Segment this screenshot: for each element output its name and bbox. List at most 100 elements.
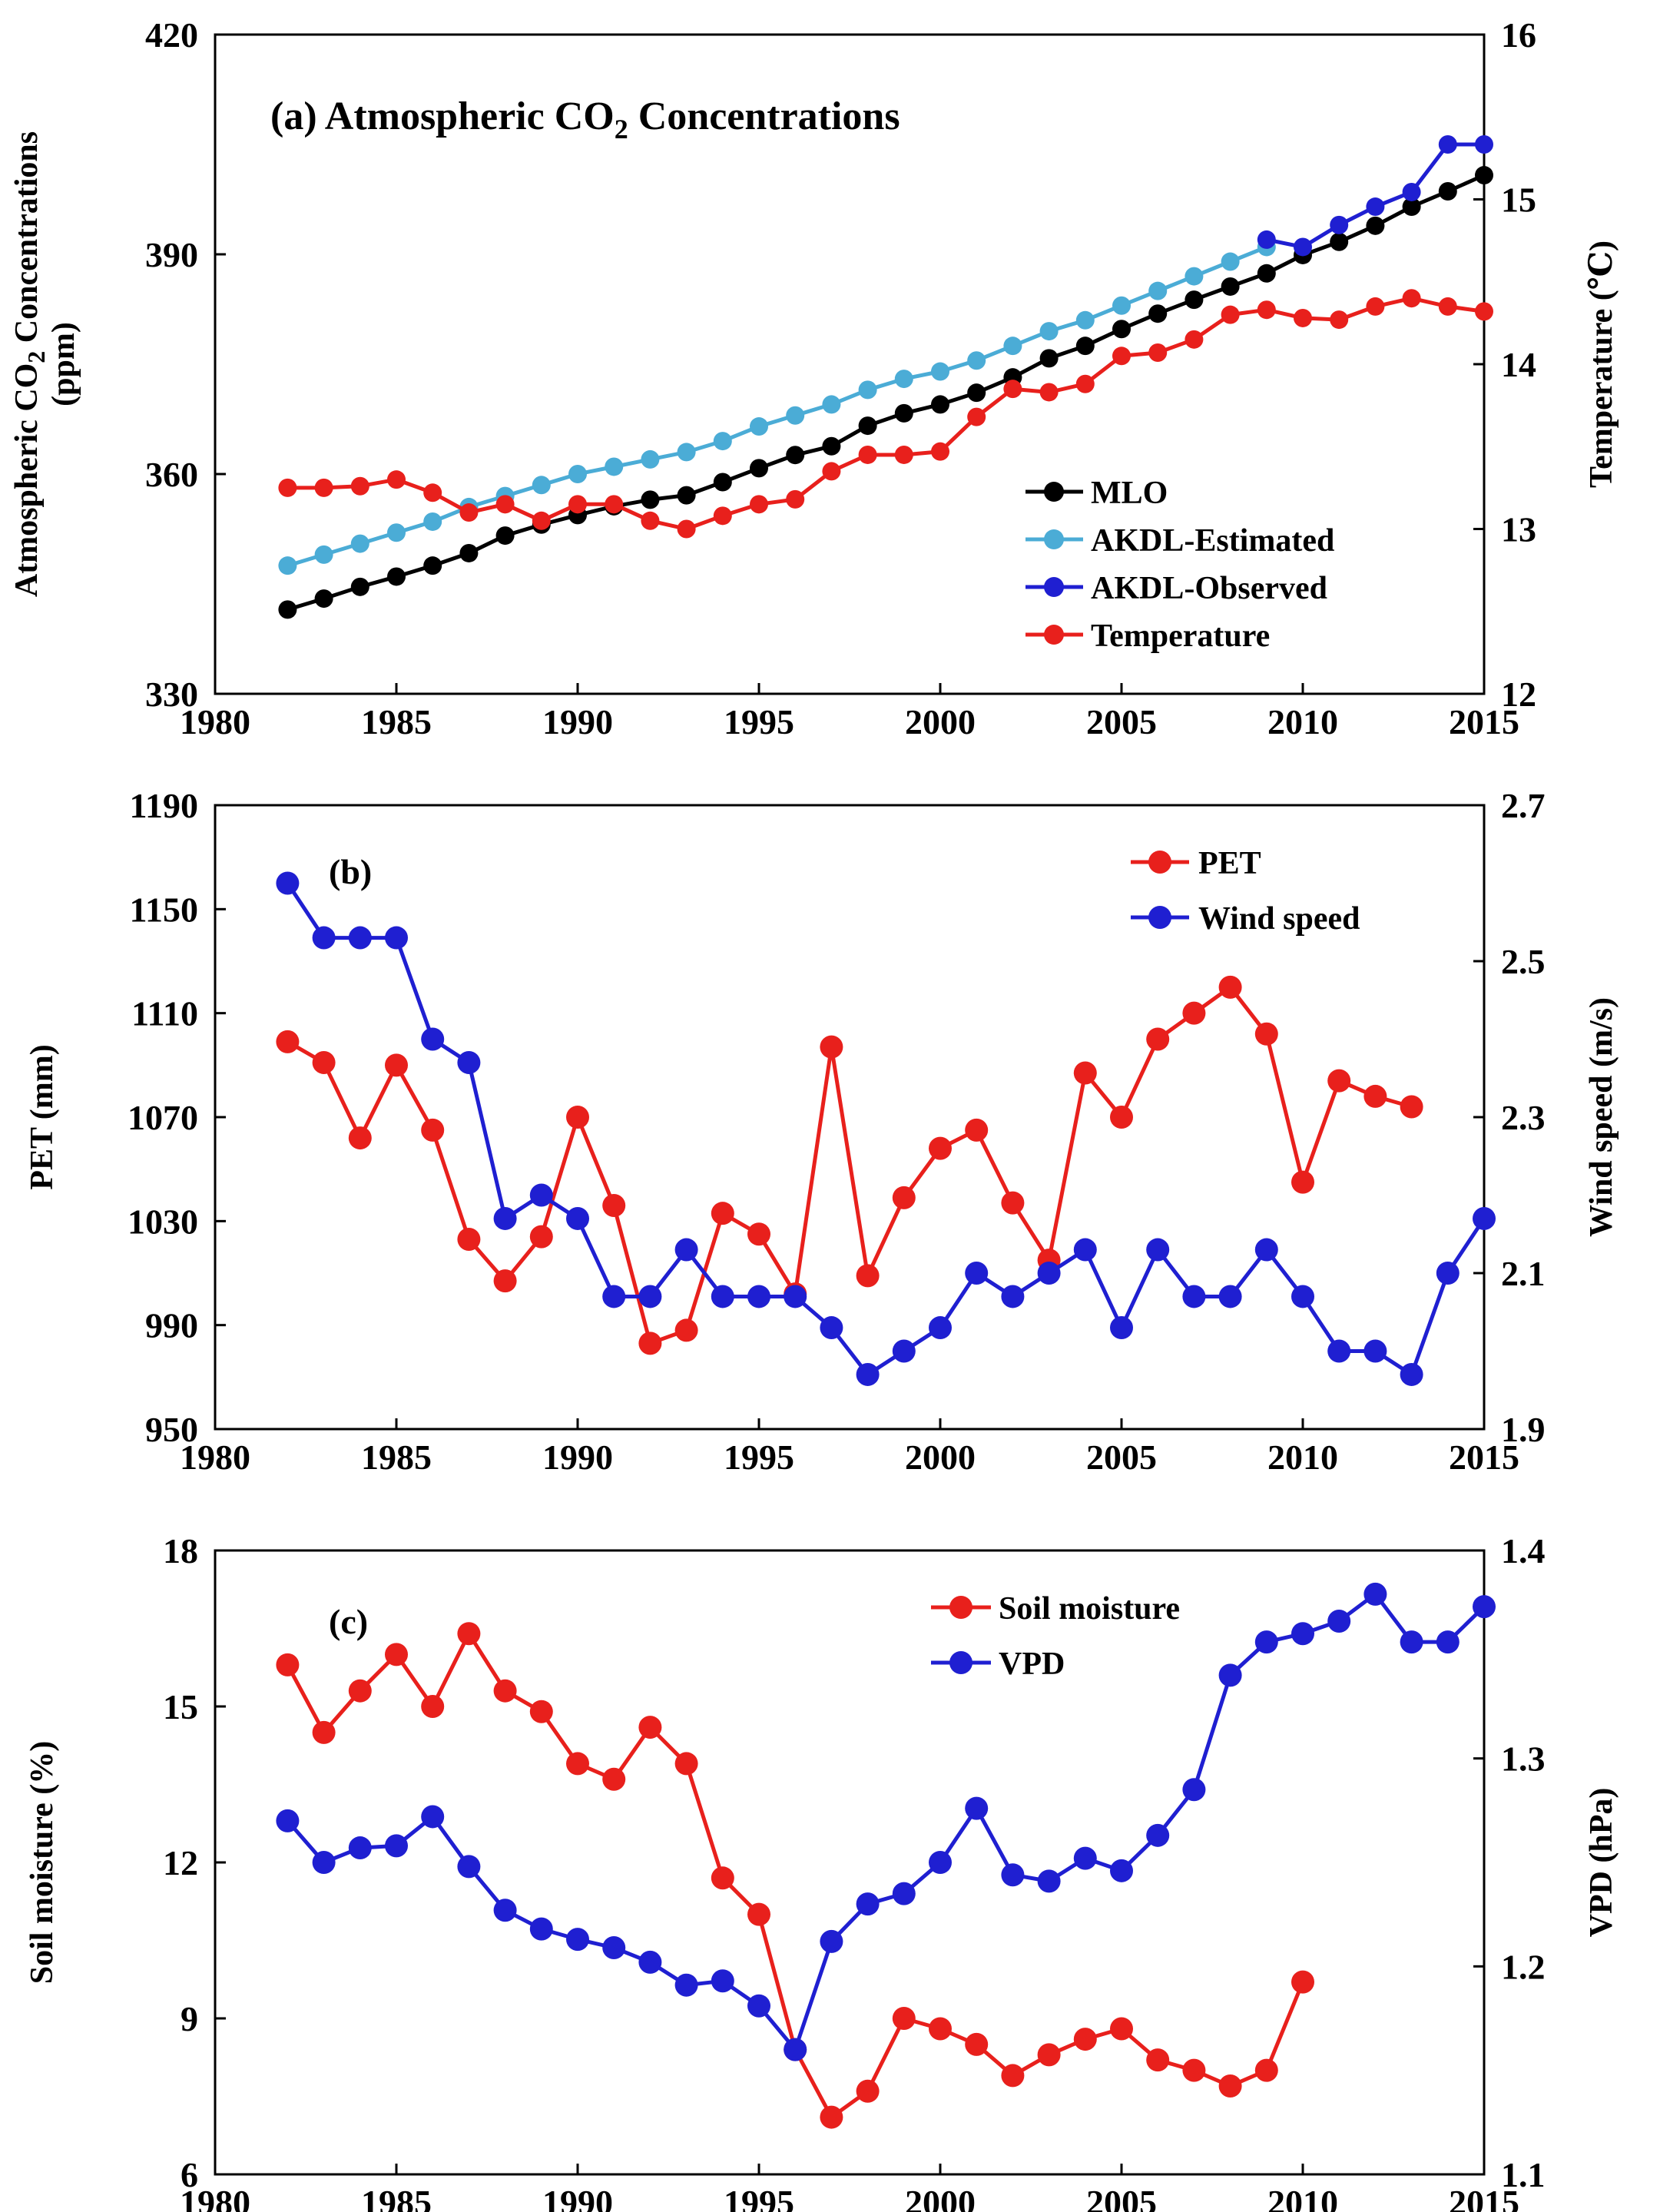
y-tick-label: 9 xyxy=(181,1999,198,2038)
series-akdl-estimated xyxy=(278,237,1276,575)
point-wind-speed-2010 xyxy=(1291,1285,1314,1308)
point-temperature-1997 xyxy=(822,462,841,481)
y-axis-label: Soil moisture (%) xyxy=(25,1741,60,1985)
point-pet-1998 xyxy=(856,1264,880,1288)
point-temperature-1989 xyxy=(532,511,551,530)
point-vpd-1984 xyxy=(348,1836,372,1860)
point-soil-moisture-1995 xyxy=(747,1902,770,1926)
y-tick-label: 1110 xyxy=(131,994,198,1033)
point-wind-speed-2011 xyxy=(1327,1339,1351,1363)
point-akdl-estimated-2008 xyxy=(1221,252,1240,271)
legend-label-pet: PET xyxy=(1198,846,1261,881)
y-axis-label-units: (ppm) xyxy=(46,322,81,406)
point-akdl-estimated-1999 xyxy=(894,370,913,389)
point-vpd-1990 xyxy=(566,1928,589,1952)
x-tick-label: 1985 xyxy=(361,702,432,741)
point-pet-1997 xyxy=(820,1035,843,1059)
point-wind-speed-1984 xyxy=(348,926,372,950)
point-soil-moisture-1993 xyxy=(674,1752,698,1776)
point-soil-moisture-2008 xyxy=(1218,2074,1242,2098)
point-mlo-1999 xyxy=(894,403,913,423)
point-wind-speed-2013 xyxy=(1400,1362,1423,1386)
legend-marker-mlo xyxy=(1044,482,1064,502)
point-akdl-observed-2011 xyxy=(1330,215,1349,234)
point-wind-speed-2006 xyxy=(1146,1238,1170,1262)
point-wind-speed-2012 xyxy=(1363,1339,1387,1363)
point-akdl-estimated-1990 xyxy=(568,465,587,483)
point-mlo-1985 xyxy=(387,567,406,586)
legend-marker-soil-moisture xyxy=(949,1596,972,1619)
point-soil-moisture-1994 xyxy=(711,1866,734,1890)
y-axis-label: Atmospheric CO2 Concentrations xyxy=(9,131,50,597)
legend-label-vpd: VPD xyxy=(999,1647,1065,1682)
x-tick-label: 2015 xyxy=(1449,2183,1519,2212)
point-wind-speed-1982 xyxy=(276,871,300,895)
legend-marker-wind-speed xyxy=(1148,906,1171,929)
x-tick-label: 2005 xyxy=(1086,702,1157,741)
plot-frame xyxy=(214,1549,1486,2176)
point-vpd-1993 xyxy=(674,1973,698,1997)
point-wind-speed-2014 xyxy=(1436,1262,1460,1285)
y-right-tick-label: 12 xyxy=(1501,675,1536,714)
point-akdl-estimated-2004 xyxy=(1075,310,1095,330)
y-right-tick-label: 1.3 xyxy=(1501,1739,1546,1779)
point-wind-speed-1998 xyxy=(856,1362,880,1386)
point-soil-moisture-2006 xyxy=(1146,2048,1170,2072)
point-vpd-2015 xyxy=(1473,1595,1496,1619)
point-vpd-1992 xyxy=(638,1950,662,1974)
series-temperature xyxy=(278,289,1493,539)
y-tick-label: 12 xyxy=(163,1843,198,1882)
point-temperature-1987 xyxy=(459,503,479,522)
point-temperature-2008 xyxy=(1221,305,1240,324)
point-mlo-2004 xyxy=(1075,337,1095,356)
y-right-tick-label: 13 xyxy=(1501,510,1536,549)
point-mlo-2000 xyxy=(931,395,949,414)
point-mlo-2001 xyxy=(967,383,986,403)
y-tick-label: 950 xyxy=(145,1410,198,1449)
point-soil-moisture-2004 xyxy=(1073,2028,1097,2051)
point-temperature-2002 xyxy=(1003,380,1022,399)
point-soil-moisture-2001 xyxy=(965,2032,989,2056)
point-wind-speed-2001 xyxy=(965,1262,989,1285)
legend-marker-akdl-estimated xyxy=(1044,529,1064,549)
point-akdl-estimated-1991 xyxy=(605,457,624,476)
point-soil-moisture-1991 xyxy=(602,1767,626,1791)
point-soil-moisture-1985 xyxy=(385,1643,408,1666)
x-tick-label: 2000 xyxy=(905,2183,976,2212)
point-soil-moisture-1986 xyxy=(421,1695,445,1718)
point-mlo-2013 xyxy=(1402,197,1421,217)
point-soil-moisture-1998 xyxy=(856,2079,880,2103)
x-tick-label: 1980 xyxy=(180,702,250,741)
point-mlo-1984 xyxy=(350,577,369,596)
x-tick-label: 2010 xyxy=(1267,702,1338,741)
point-vpd-2009 xyxy=(1254,1630,1278,1654)
point-pet-2006 xyxy=(1146,1027,1170,1051)
point-akdl-estimated-2007 xyxy=(1185,267,1204,286)
y-tick-label: 1150 xyxy=(130,890,198,929)
y-tick-label: 1070 xyxy=(128,1098,198,1137)
point-akdl-estimated-1992 xyxy=(641,449,660,469)
point-soil-moisture-1984 xyxy=(348,1679,372,1703)
x-tick-label: 1980 xyxy=(180,1438,250,1477)
point-akdl-estimated-1989 xyxy=(532,476,551,495)
y-axis-label: PET (mm) xyxy=(25,1044,60,1189)
series-wind-speed xyxy=(276,871,1496,1386)
y-tick-label: 15 xyxy=(163,1687,198,1726)
x-tick-label: 1990 xyxy=(542,2183,613,2212)
point-vpd-1996 xyxy=(784,2038,807,2061)
x-tick-label: 2015 xyxy=(1449,702,1519,741)
series-pet xyxy=(276,975,1423,1355)
point-mlo-2007 xyxy=(1185,290,1204,310)
point-akdl-estimated-1998 xyxy=(858,380,877,400)
x-tick-label: 2010 xyxy=(1267,1438,1338,1477)
legend-label-soil-moisture: Soil moisture xyxy=(999,1591,1180,1627)
point-akdl-estimated-1986 xyxy=(423,512,442,531)
point-soil-moisture-2000 xyxy=(929,2017,952,2041)
x-tick-label: 2000 xyxy=(905,1438,976,1477)
series-akdl-observed xyxy=(1257,135,1493,257)
x-tick-label: 2010 xyxy=(1267,2183,1338,2212)
series-line-pet xyxy=(287,985,1413,1345)
point-soil-moisture-1997 xyxy=(820,2105,843,2129)
point-mlo-2008 xyxy=(1221,277,1240,296)
point-temperature-2013 xyxy=(1402,289,1421,308)
